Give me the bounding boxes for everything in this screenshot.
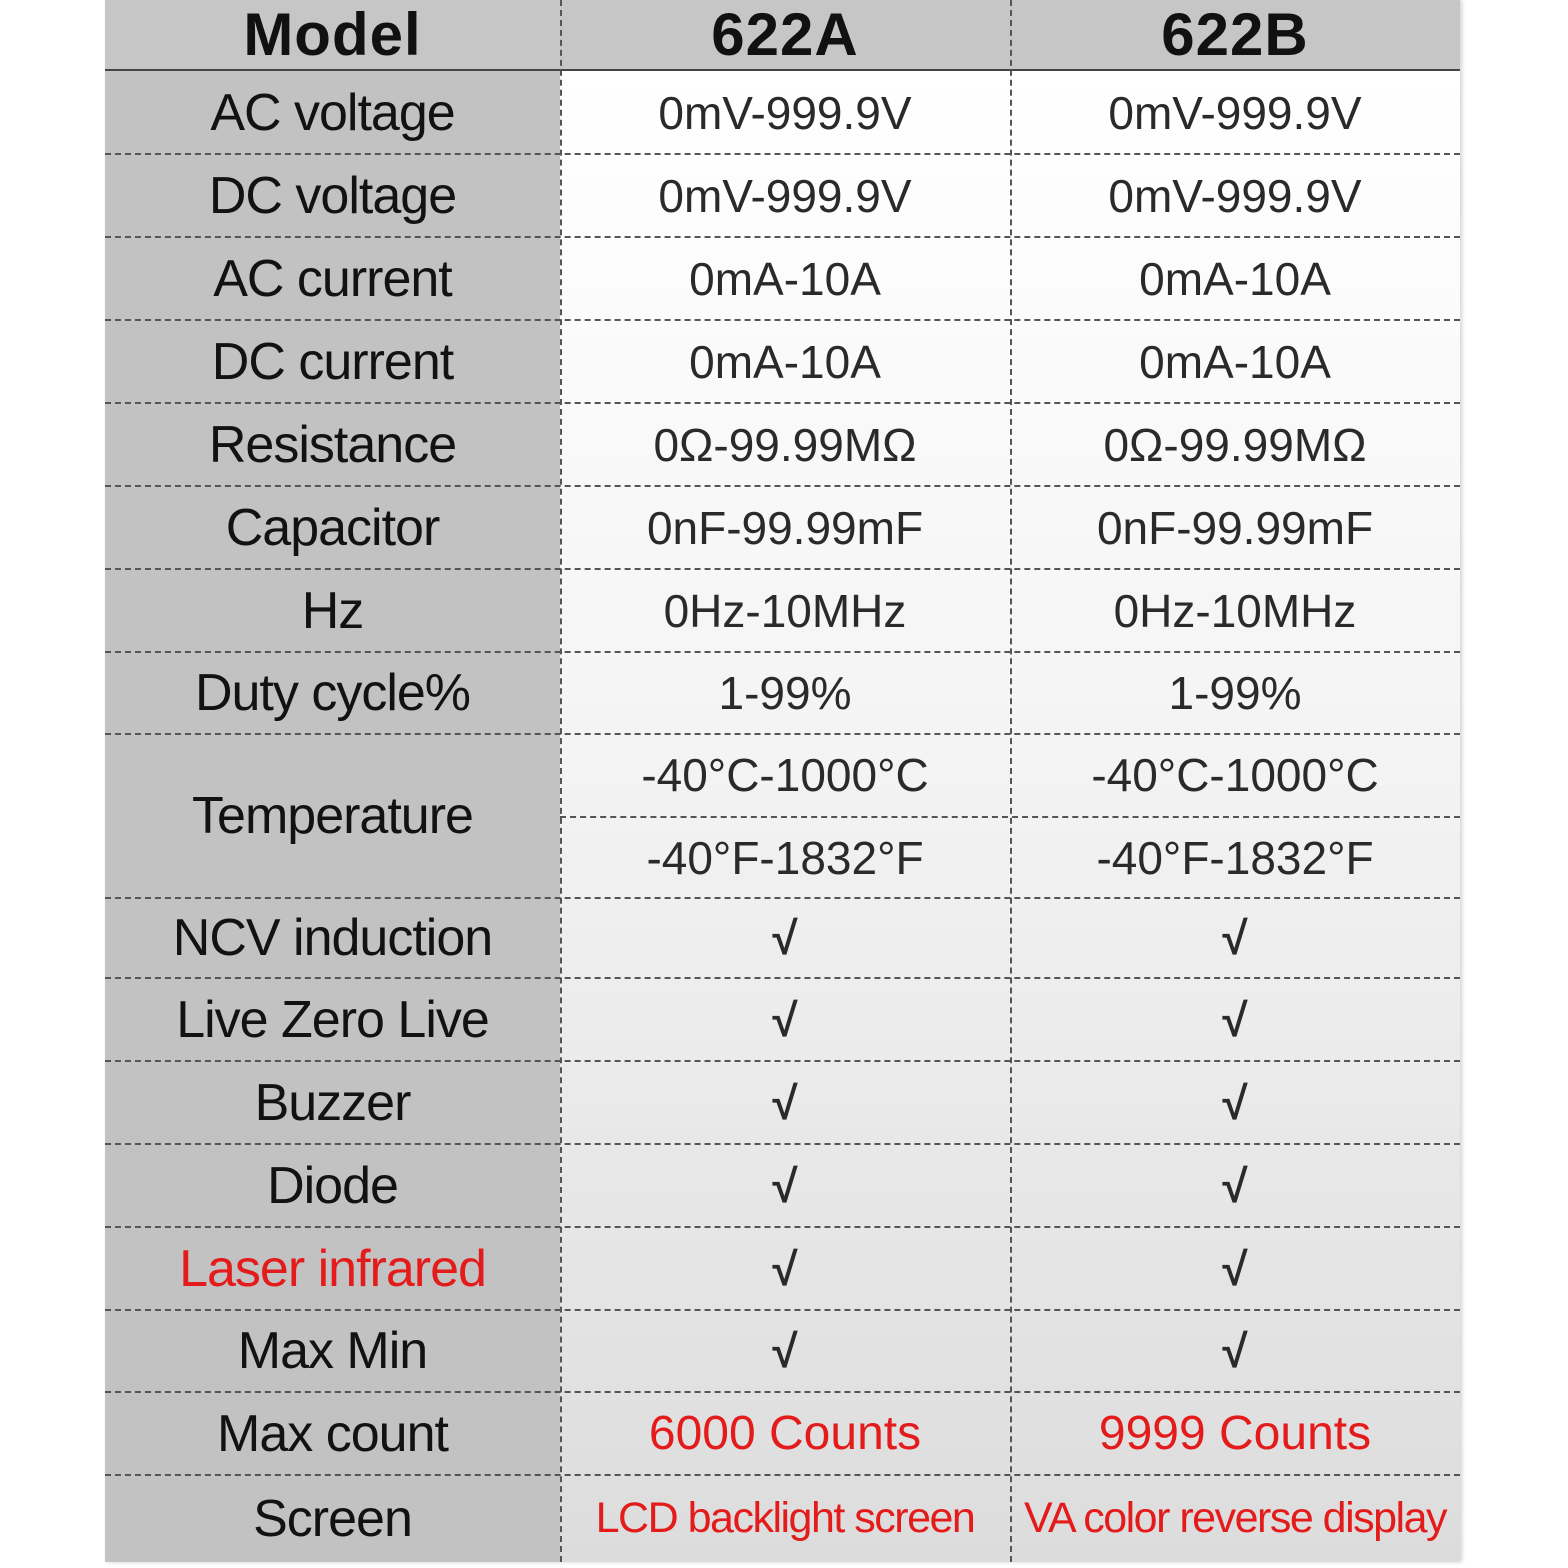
value-622b: 0mV-999.9V	[1108, 86, 1362, 139]
value-622b: VA color reverse display	[1023, 1494, 1448, 1542]
table-row: Max count 6000 Counts 9999 Counts	[105, 1392, 1460, 1475]
row-label: Diode	[267, 1156, 399, 1215]
value-622a: 0mA-10A	[689, 335, 881, 388]
row-divider	[105, 977, 1460, 979]
check-icon: √	[1222, 1242, 1248, 1295]
table-row: NCV induction √ √	[105, 898, 1460, 978]
check-icon: √	[772, 1242, 798, 1295]
table-row: Diode √ √	[105, 1144, 1460, 1227]
check-icon: √	[772, 912, 798, 964]
row-divider	[105, 402, 1460, 404]
row-divider	[105, 651, 1460, 653]
table-row: Temperature	[105, 734, 1460, 898]
table-row: Capacitor 0nF-99.99mF 0nF-99.99mF	[105, 486, 1460, 569]
value-622b: -40°F-1832°F	[1096, 831, 1374, 884]
column-divider	[1010, 0, 1012, 1562]
table-subrow: -40°C-1000°C -40°C-1000°C	[105, 734, 1460, 816]
table-row: Laser infrared √ √	[105, 1227, 1460, 1310]
table-row: AC voltage 0mV-999.9V 0mV-999.9V	[105, 71, 1460, 154]
table-row: Screen LCD backlight screen VA color rev…	[105, 1475, 1460, 1562]
row-divider	[105, 897, 1460, 899]
table-row: Buzzer √ √	[105, 1061, 1460, 1144]
value-622a: 1-99%	[718, 667, 852, 719]
check-icon: √	[1222, 1076, 1248, 1129]
value-622b: 0Ω-99.99MΩ	[1103, 418, 1367, 471]
row-divider	[105, 1391, 1460, 1393]
value-622a: 0Hz-10MHz	[663, 584, 907, 637]
row-divider	[105, 568, 1460, 570]
check-icon: √	[772, 1325, 798, 1377]
row-divider	[105, 1309, 1460, 1311]
row-label: AC voltage	[210, 83, 455, 142]
value-622a: 0mV-999.9V	[658, 169, 912, 222]
row-divider	[105, 1060, 1460, 1062]
table-row: Max Min √ √	[105, 1310, 1460, 1392]
row-divider	[105, 1143, 1460, 1145]
check-icon: √	[1222, 912, 1248, 964]
table-row: DC voltage 0mV-999.9V 0mV-999.9V	[105, 154, 1460, 237]
value-622a: 6000 Counts	[648, 1407, 922, 1460]
row-label: DC voltage	[208, 166, 457, 225]
check-icon: √	[772, 1076, 798, 1129]
table-row: Duty cycle% 1-99% 1-99%	[105, 652, 1460, 734]
value-622a: 0mA-10A	[689, 252, 881, 305]
value-622b: 0nF-99.99mF	[1096, 501, 1374, 554]
row-label: Capacitor	[225, 498, 441, 557]
row-label: Live Zero Live	[176, 990, 490, 1049]
value-622b: -40°C-1000°C	[1091, 749, 1379, 801]
table-row: Live Zero Live √ √	[105, 978, 1460, 1061]
row-divider	[105, 319, 1460, 321]
row-label: NCV induction	[172, 909, 493, 967]
check-icon: √	[1222, 1159, 1248, 1212]
row-label: AC current	[213, 249, 453, 308]
value-622a: 0nF-99.99mF	[646, 501, 924, 554]
check-icon: √	[772, 1159, 798, 1212]
row-divider	[105, 153, 1460, 155]
value-622b: 1-99%	[1168, 667, 1302, 719]
row-label: Duty cycle%	[194, 664, 471, 722]
check-icon: √	[1222, 993, 1248, 1046]
value-622b: 0mA-10A	[1139, 335, 1331, 388]
spec-table: Model 622A 622B AC voltage 0mV-999.9V 0m…	[105, 0, 1460, 1562]
row-label: Resistance	[208, 415, 457, 474]
table-row: AC current 0mA-10A 0mA-10A	[105, 237, 1460, 320]
value-622a: 0mV-999.9V	[658, 86, 912, 139]
value-622b: 9999 Counts	[1098, 1407, 1372, 1460]
check-icon: √	[1222, 1325, 1248, 1377]
row-label: Hz	[301, 581, 365, 640]
header-622a: 622A	[711, 1, 859, 68]
value-622b: 0mA-10A	[1139, 252, 1331, 305]
value-622b: 0Hz-10MHz	[1113, 584, 1357, 637]
header-622b: 622B	[1161, 1, 1309, 68]
header-model: Model	[243, 1, 422, 68]
row-label: DC current	[211, 332, 454, 391]
row-label: Temperature	[192, 787, 474, 845]
value-622a: LCD backlight screen	[595, 1494, 976, 1542]
value-622a: -40°C-1000°C	[641, 749, 929, 801]
row-divider	[105, 485, 1460, 487]
row-label: Screen	[253, 1489, 413, 1548]
table-row: DC current 0mA-10A 0mA-10A	[105, 320, 1460, 403]
row-label: Buzzer	[254, 1073, 412, 1132]
table-row: Hz 0Hz-10MHz 0Hz-10MHz	[105, 569, 1460, 652]
table-row: Resistance 0Ω-99.99MΩ 0Ω-99.99MΩ	[105, 403, 1460, 486]
value-622a: -40°F-1832°F	[646, 831, 924, 884]
value-622b: 0mV-999.9V	[1108, 169, 1362, 222]
row-label: Max Min	[237, 1322, 428, 1380]
row-label: Max count	[217, 1404, 449, 1463]
column-divider	[560, 0, 562, 1562]
subrow-divider	[560, 816, 1460, 818]
check-icon: √	[772, 993, 798, 1046]
row-divider	[105, 236, 1460, 238]
table-header: Model 622A 622B	[105, 0, 1460, 71]
row-label-highlight: Laser infrared	[179, 1239, 487, 1298]
value-622a: 0Ω-99.99MΩ	[653, 418, 917, 471]
row-divider	[105, 1474, 1460, 1476]
table-subrow: -40°F-1832°F -40°F-1832°F	[105, 817, 1460, 898]
row-divider	[105, 1226, 1460, 1228]
row-divider	[105, 733, 1460, 735]
